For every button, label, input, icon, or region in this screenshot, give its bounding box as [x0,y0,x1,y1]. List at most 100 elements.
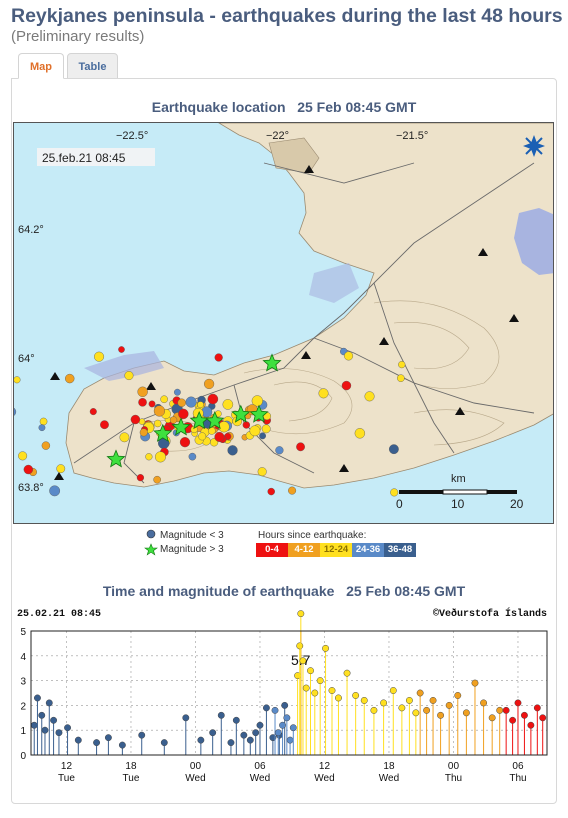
large-quake-star [262,353,282,372]
quake-point [299,657,307,665]
epicentre-dot [188,452,197,461]
hour-bin-36-48: 36-48 [384,543,416,557]
hour-bins: 0-4 4-12 12-24 24-36 36-48 [256,543,416,557]
x-tick-time: 00 [448,761,460,772]
quake-point [197,736,205,744]
epicentre-dot [288,486,297,495]
x-tick-day: Tue [58,773,75,784]
quake-point [279,721,286,729]
quake-point [343,669,351,677]
epicentre-dot [318,388,329,399]
epicentre-dot [49,485,61,497]
epicentre-dot [218,421,230,433]
quake-point [462,709,470,717]
tab-table[interactable]: Table [67,53,118,79]
quake-point [302,684,310,692]
quake-point [502,706,510,714]
epicentre-dot [222,399,234,410]
quake-point [423,706,431,714]
x-tick-day: Wed [250,773,270,784]
epicentre-dot [364,391,375,402]
quake-point [307,667,314,675]
epicentre-dot [398,360,406,369]
legend-symbols: Magnitude < 3 Magnitude > 3 Hours since … [144,529,366,556]
large-quake-star [171,417,191,436]
x-tick-day: Wed [379,773,399,784]
page-subtitle: (Preliminary results) [11,28,145,45]
epicentre-dot [227,445,238,456]
quake-point [471,679,479,687]
quake-point [380,699,388,707]
land-mass [65,123,553,489]
y-tick-label: 4 [20,652,26,663]
epicentre-dot [177,398,186,407]
lat-label: 63.8° [18,482,44,494]
quake-point [296,642,304,650]
legend-hours-title: Hours since earthquake: [258,530,366,541]
earthquake-map[interactable]: −22.5° −22° −21.5° 64.2° 64° 63.8° 25.fe… [13,122,554,524]
quake-point [527,721,535,729]
hour-bin-0-4: 0-4 [256,543,288,557]
compass-icon [523,135,545,157]
plot-frame [30,630,548,756]
earthquake-stars [106,353,282,468]
tab-map[interactable]: Map [18,53,64,79]
quake-point [34,694,41,702]
large-quake-star [205,410,225,430]
quake-point [289,724,297,732]
epicentre-dot [38,424,46,432]
epicentre-dot [261,424,271,434]
lon-label: −21.5° [396,130,428,142]
quake-point [286,736,294,744]
quake-point [283,714,291,722]
epicentre-dot [118,346,125,353]
quake-point [496,706,504,714]
quake-point [182,714,190,722]
epicentre-dot [257,467,267,477]
y-tick-label: 5 [20,627,26,638]
quake-point [488,714,496,722]
y-tick-label: 1 [20,726,26,737]
quake-point [316,677,324,685]
quake-point [429,696,437,704]
x-tick-day: Wed [185,773,205,784]
epicentre-dot [153,475,161,484]
scale-unit: km [451,473,466,485]
epicentre-dot [197,401,204,409]
epicentre-dot [397,374,405,382]
epicentre-dot [39,417,48,426]
epicentre-dot [154,451,166,463]
peak-label: 5.7 [291,652,311,668]
epicentre-dot [198,432,207,441]
epicentre-dot [153,419,162,428]
quake-point [405,696,413,704]
x-tick-time: 12 [61,761,73,772]
x-tick-day: Wed [314,773,334,784]
x-tick-day: Thu [509,773,526,784]
legend-mag-large: Magnitude > 3 [160,544,224,555]
scale-tick: 20 [510,497,524,511]
quake-point [480,699,488,707]
quake-point [118,741,126,749]
x-tick-day: Tue [123,773,140,784]
content-panel [11,78,557,804]
lat-label: 64° [18,353,35,365]
y-ticks: 0 1 2 3 4 5 [20,627,26,762]
epicentre-dot [275,446,284,455]
timestamp-box: 25.feb.21 08:45 [37,148,155,166]
epicentre-dot [207,393,219,405]
quake-point [360,696,368,704]
quake-point [514,699,522,707]
map-timestamp: 25.feb.21 08:45 [42,151,126,165]
quake-point [271,706,279,714]
epicentre-dot [251,395,263,407]
y-tick-label: 3 [20,677,26,688]
map-legend: Magnitude < 3 Magnitude > 3 Hours since … [138,527,438,561]
epicentre-dot [41,441,51,450]
quake-point [445,701,453,709]
chart-marks [30,610,547,755]
quake-point [297,610,305,618]
quake-point [398,704,406,712]
